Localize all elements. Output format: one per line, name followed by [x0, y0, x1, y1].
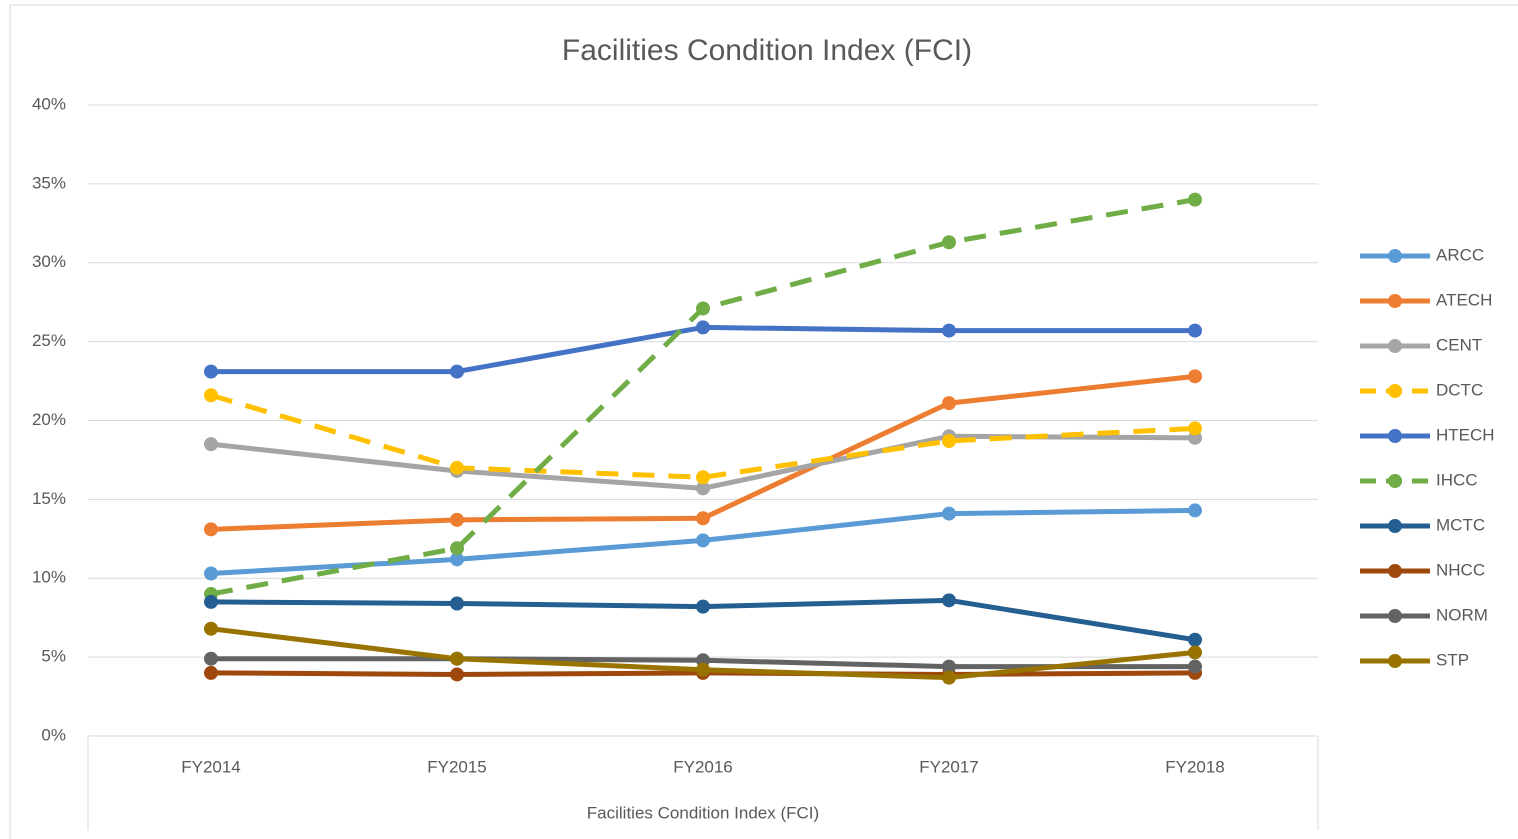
data-point: [204, 522, 218, 537]
legend-label: IHCC: [1436, 470, 1478, 489]
legend-marker: [1388, 384, 1402, 398]
data-point: [696, 320, 710, 335]
x-tick-label: FY2018: [1165, 757, 1225, 776]
data-point: [1188, 645, 1202, 660]
data-point: [204, 388, 218, 403]
legend-label: STP: [1436, 650, 1469, 669]
data-point: [942, 323, 956, 338]
x-tick-label: FY2015: [427, 757, 487, 776]
data-point: [942, 670, 956, 685]
data-point: [450, 460, 464, 475]
data-point: [450, 667, 464, 682]
legend-label: NHCC: [1436, 560, 1485, 579]
data-point: [696, 470, 710, 485]
legend-label: CENT: [1436, 335, 1482, 354]
data-point: [1188, 503, 1202, 518]
x-axis-title: Facilities Condition Index (FCI): [587, 803, 819, 822]
data-point: [942, 593, 956, 608]
legend-marker: [1388, 519, 1402, 533]
y-tick-label: 15%: [32, 489, 66, 508]
legend-label: DCTC: [1436, 380, 1483, 399]
chart-title: Facilities Condition Index (FCI): [562, 34, 972, 67]
data-point: [204, 621, 218, 636]
legend-marker: [1388, 249, 1402, 263]
legend-label: ARCC: [1436, 245, 1484, 264]
y-tick-label: 25%: [32, 331, 66, 350]
legend-marker: [1388, 564, 1402, 578]
data-point: [696, 533, 710, 548]
legend-marker: [1388, 474, 1402, 488]
y-tick-label: 30%: [32, 252, 66, 271]
data-point: [204, 651, 218, 666]
data-point: [204, 437, 218, 452]
chart-border: [9, 4, 1518, 839]
data-point: [204, 364, 218, 379]
legend-label: NORM: [1436, 605, 1488, 624]
data-point: [1188, 659, 1202, 674]
data-point: [450, 552, 464, 567]
y-tick-label: 20%: [32, 410, 66, 429]
data-point: [450, 364, 464, 379]
legend-marker: [1388, 654, 1402, 668]
data-point: [204, 566, 218, 581]
series-line: [210, 392, 1196, 480]
legend-marker: [1388, 339, 1402, 353]
data-point: [450, 651, 464, 666]
legend-marker: [1388, 294, 1402, 308]
data-point: [696, 481, 710, 496]
data-point: [450, 541, 464, 556]
data-point: [204, 665, 218, 680]
y-tick-label: 5%: [41, 647, 66, 666]
data-point: [942, 235, 956, 250]
y-tick-label: 10%: [32, 568, 66, 587]
legend-label: ATECH: [1436, 290, 1492, 309]
data-point: [1188, 323, 1202, 338]
data-point: [942, 506, 956, 521]
data-point: [696, 511, 710, 526]
x-tick-label: FY2016: [673, 757, 733, 776]
data-point: [1188, 421, 1202, 436]
data-point: [1188, 632, 1202, 647]
y-tick-label: 40%: [32, 94, 66, 113]
data-point: [696, 599, 710, 614]
legend-marker: [1388, 609, 1402, 623]
data-point: [942, 396, 956, 411]
x-tick-label: FY2017: [919, 757, 979, 776]
legend-marker: [1388, 429, 1402, 443]
data-point: [696, 301, 710, 316]
y-tick-label: 35%: [32, 173, 66, 192]
data-point: [450, 596, 464, 611]
data-point: [1188, 369, 1202, 384]
legend-label: HTECH: [1436, 425, 1495, 444]
data-point: [696, 662, 710, 677]
data-point: [942, 434, 956, 449]
data-point: [1188, 192, 1202, 207]
data-point: [942, 659, 956, 674]
x-tick-label: FY2014: [181, 757, 241, 776]
y-tick-label: 0%: [41, 725, 66, 744]
data-point: [204, 594, 218, 609]
data-point: [450, 512, 464, 527]
legend-label: MCTC: [1436, 515, 1485, 534]
